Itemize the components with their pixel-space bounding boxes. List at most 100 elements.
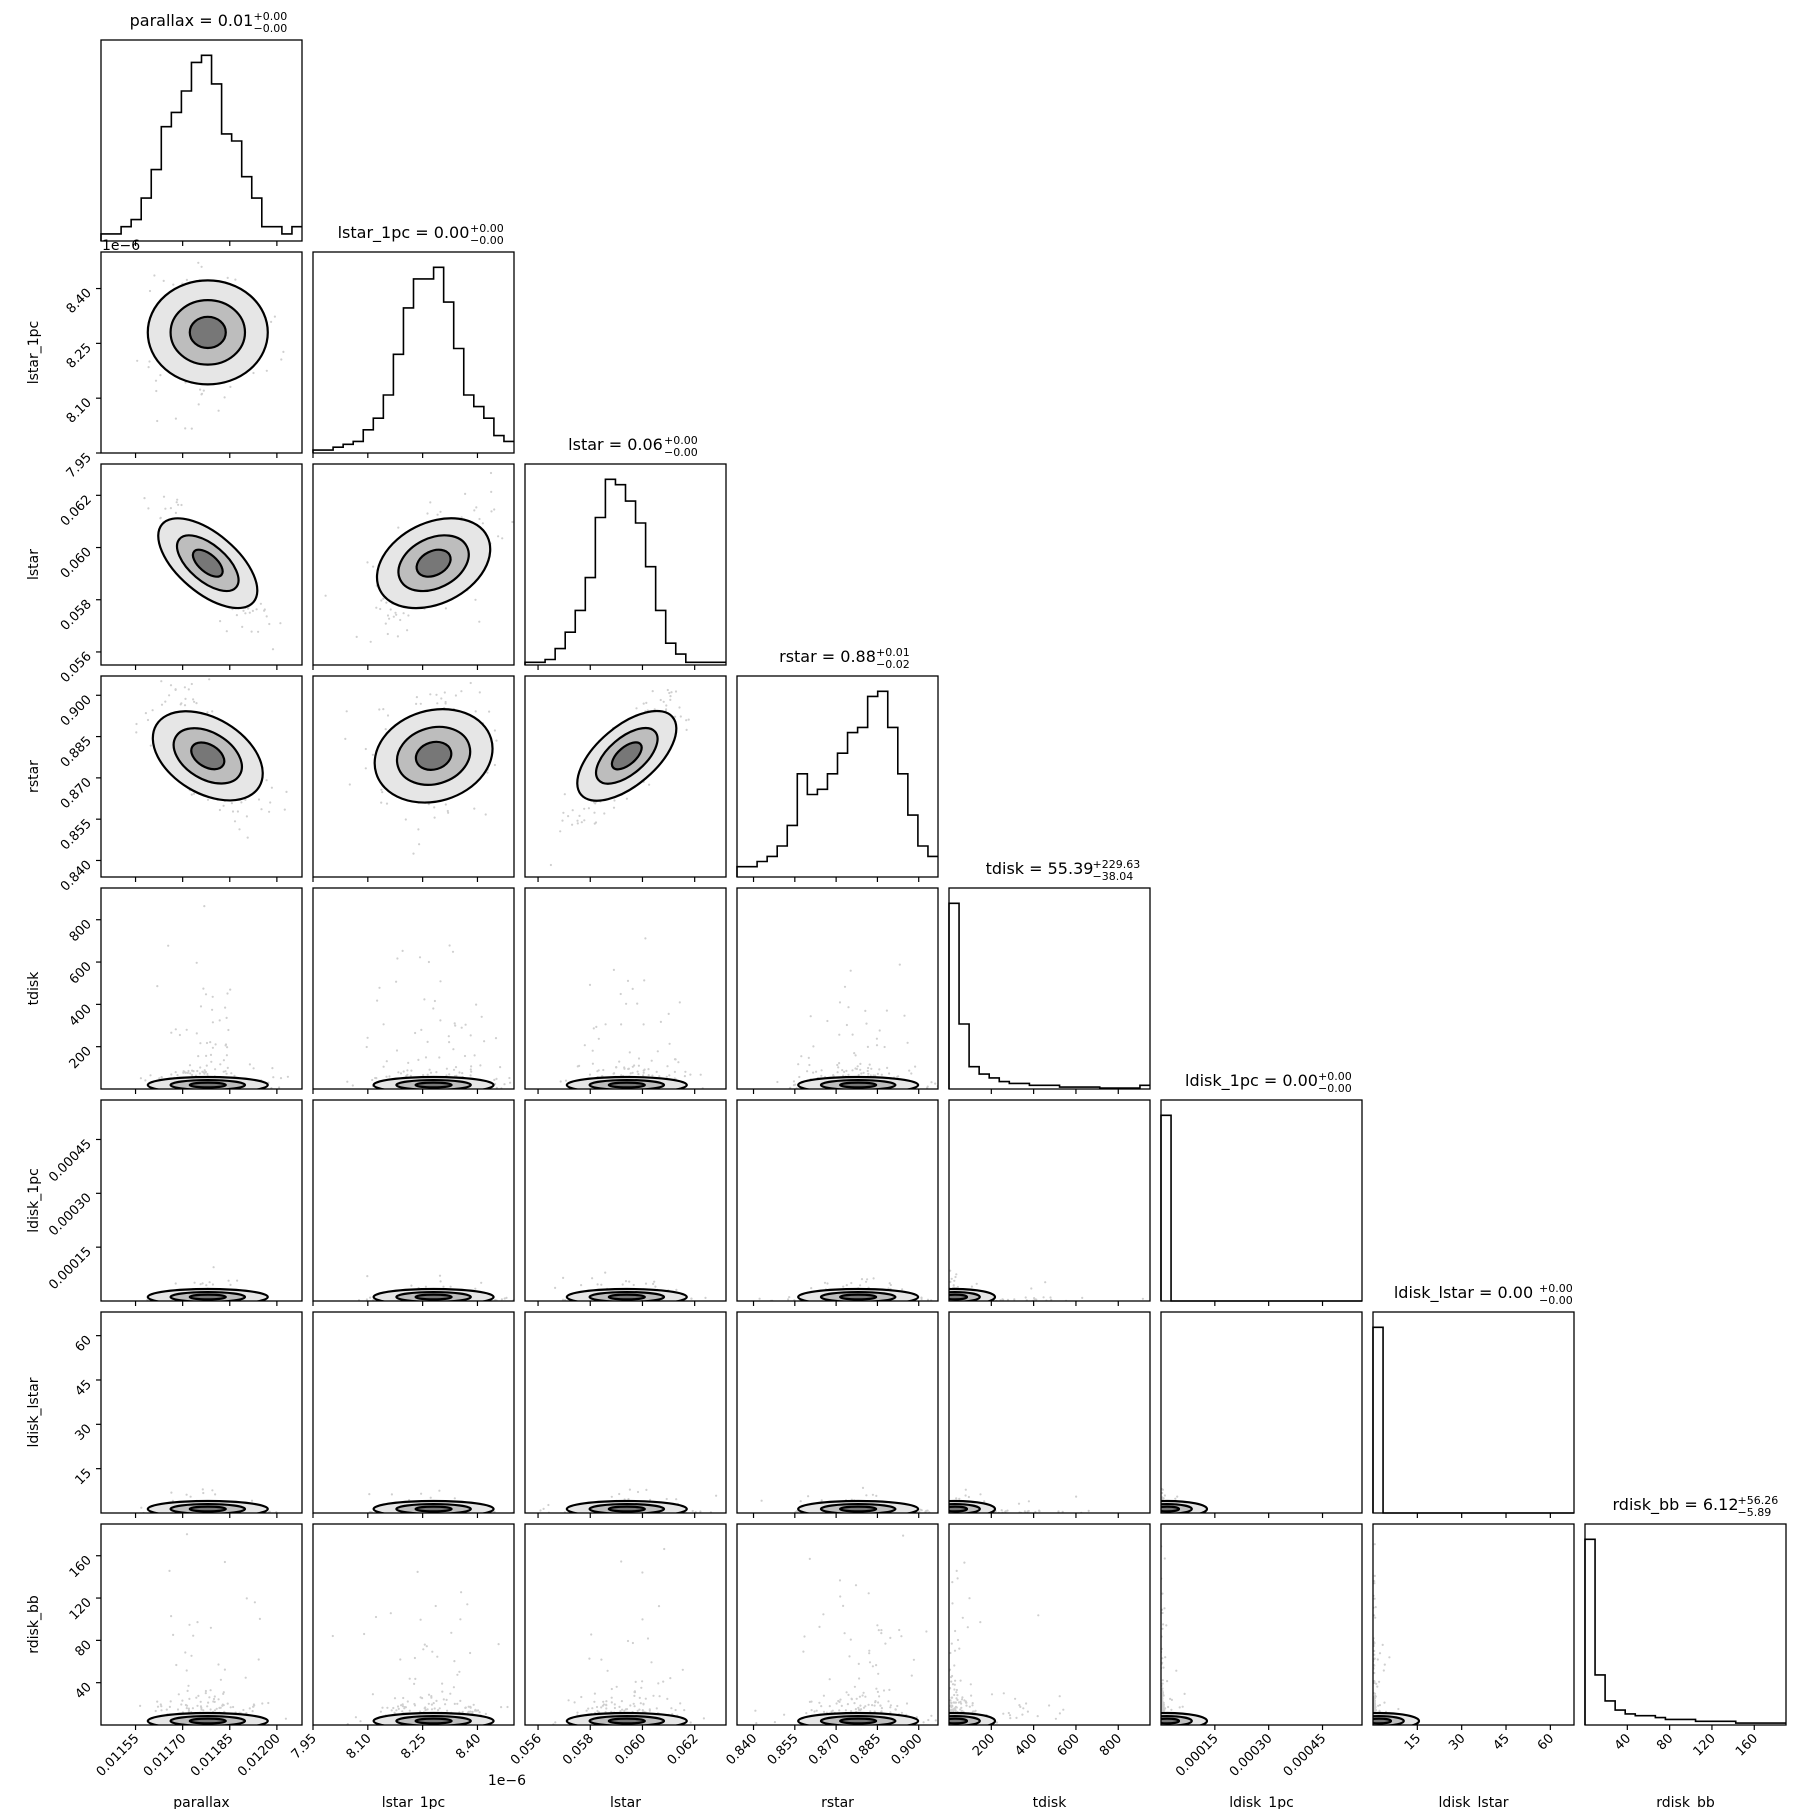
sample-point [859,1068,862,1071]
sample-point [898,963,901,966]
sample-point [618,1060,621,1063]
sample-point [637,1057,641,1060]
sample-point [488,710,491,713]
sample-point [836,1071,839,1074]
contour-line [949,1502,981,1513]
sample-point [174,688,177,692]
sample-point [854,1067,857,1070]
sample-point [875,1044,879,1047]
sample-point [469,681,472,685]
sample-point [224,1006,227,1009]
panel-frame [100,675,303,878]
sample-point [642,1069,645,1072]
y-tick-label: 0.00015 [46,1244,95,1293]
sample-point [233,1074,236,1077]
contour-line [191,548,224,578]
histogram-rstar [736,690,938,877]
y-axis-label: lstar [26,549,42,580]
sample-point [867,1072,870,1075]
sample-point [211,995,214,998]
sample-point [542,1507,545,1510]
sample-point [792,1080,796,1083]
sample-point [270,786,273,789]
sample-point [653,1280,656,1283]
sample-point [659,698,662,702]
sample-point [369,640,372,643]
sample-point [571,809,574,812]
sample-point [632,1283,635,1287]
sample-point [594,802,597,805]
histogram-parallax [100,54,302,241]
sample-point [631,987,634,991]
sample-point [1013,1298,1016,1301]
sample-point [199,388,202,391]
sample-point [612,968,616,972]
sample-point [637,1064,641,1067]
sample-point [880,1073,883,1076]
contour-line [169,1078,247,1089]
sample-point [870,1067,873,1070]
sample-point [395,980,398,983]
sample-point [283,808,286,811]
sample-point [418,956,422,959]
sample-point [385,1075,388,1078]
title-tdisk: tdisk = 55.39 [986,859,1094,878]
sample-point [597,1037,600,1040]
sample-point [958,1497,961,1500]
sample-point [388,617,391,620]
sample-point [423,998,426,1001]
sample-point [845,1069,848,1072]
sample-point [429,1496,432,1499]
panel-tdisk-ldisk_lstar [948,1311,1151,1518]
sample-point [345,710,348,713]
sample-point [381,791,384,794]
sample-point [461,647,463,649]
sample-point [807,1056,810,1059]
sample-point [631,1071,634,1074]
panel-frame [736,675,939,878]
sample-point [433,816,436,819]
sample-point [200,265,203,268]
sample-point [975,1282,978,1285]
sample-point [162,495,166,498]
sample-point [402,612,405,615]
sample-point [445,1067,448,1070]
sample-point [368,1493,371,1496]
sample-point [564,1079,568,1082]
sample-point [225,1016,228,1020]
sample-point [865,1280,868,1283]
sample-point [448,944,451,947]
contour-line [169,1290,247,1301]
sample-point [279,622,282,625]
contour-line [372,1499,495,1513]
sample-point [176,1074,179,1077]
sample-point [255,608,258,611]
sample-point [627,1498,630,1501]
sample-point [1017,1502,1021,1505]
sample-point [438,1056,441,1059]
sample-point [380,599,383,602]
panel-frame [1160,1311,1363,1514]
sample-point [865,1494,868,1497]
sample-point [628,1488,632,1491]
sample-point [851,1069,854,1072]
sample-point [151,709,154,712]
sample-point [435,1071,438,1074]
sample-point [192,1070,195,1073]
sample-point [860,1072,863,1075]
sample-point [626,979,630,983]
sample-point [193,1281,196,1284]
sample-point [874,1074,877,1077]
sample-point [685,728,688,732]
sample-point [432,1007,435,1010]
sample-point [647,1068,650,1071]
sample-point [185,278,188,281]
sample-point [371,753,374,756]
sample-point [175,501,178,504]
sample-point [178,1033,181,1037]
sample-point [493,729,496,732]
sample-point [505,1296,508,1299]
title-rstar: rstar = 0.88 [779,647,876,666]
sample-point [189,1072,192,1075]
sample-point [567,815,570,818]
